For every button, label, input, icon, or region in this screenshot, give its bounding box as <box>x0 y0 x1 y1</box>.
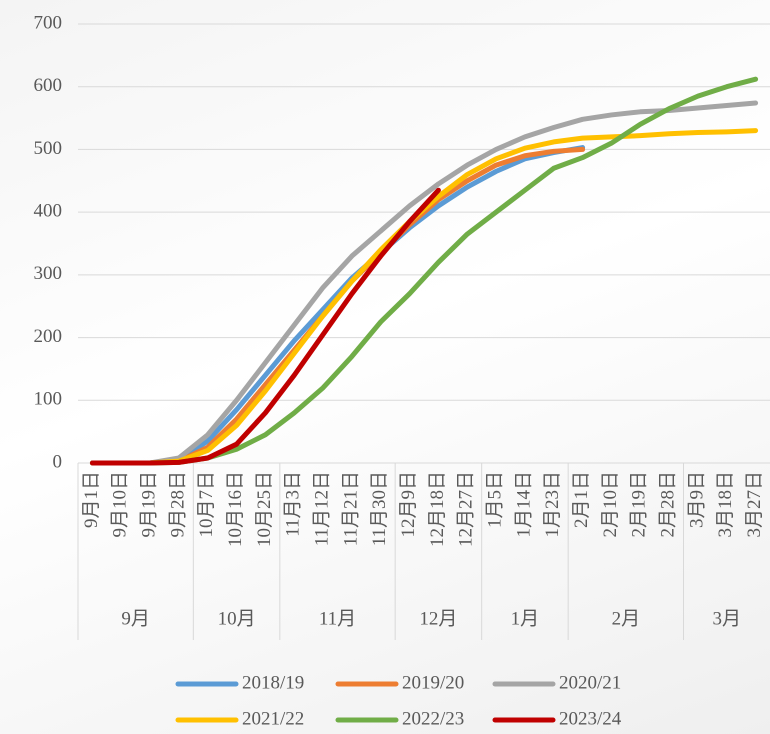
x-tick-label: 10月25日 <box>254 471 275 547</box>
x-tick-label: 11月12日 <box>311 471 332 546</box>
x-tick-label: 9月1日 <box>81 471 102 528</box>
x-tick-label: 1月14日 <box>513 471 534 538</box>
legend-label: 2020/21 <box>559 672 621 693</box>
month-label: 10月 <box>218 608 256 629</box>
month-label: 11月 <box>319 608 356 629</box>
legend-label: 2022/23 <box>402 708 464 729</box>
y-tick-label: 400 <box>34 201 63 222</box>
y-tick-label: 500 <box>34 138 63 159</box>
x-tick-label: 1月23日 <box>542 471 563 538</box>
x-tick-label: 11月3日 <box>283 471 304 537</box>
x-tick-label: 9月28日 <box>167 471 188 538</box>
x-tick-label: 3月9日 <box>686 471 707 528</box>
legend-label: 2023/24 <box>559 708 622 729</box>
x-tick-label: 3月27日 <box>744 471 765 538</box>
legend-label: 2019/20 <box>402 672 464 693</box>
legend-label: 2021/22 <box>242 708 304 729</box>
month-label: 9月 <box>121 608 150 629</box>
x-tick-label: 2月19日 <box>629 471 650 538</box>
x-tick-label: 9月10日 <box>110 471 131 538</box>
legend-label: 2018/19 <box>242 672 304 693</box>
x-tick-label: 1月5日 <box>484 471 505 528</box>
x-tick-label: 12月27日 <box>456 471 477 547</box>
series-line <box>89 146 586 466</box>
x-tick-label: 3月18日 <box>715 471 736 538</box>
y-tick-label: 600 <box>34 75 63 96</box>
y-tick-label: 700 <box>34 12 63 33</box>
x-tick-label: 12月18日 <box>427 471 448 547</box>
x-tick-label: 2月10日 <box>600 471 621 538</box>
series-line <box>89 187 441 466</box>
series-line <box>89 128 759 466</box>
month-label: 2月 <box>612 608 641 629</box>
x-tick-label: 2月28日 <box>657 471 678 538</box>
x-tick-label: 12月9日 <box>398 471 419 538</box>
x-tick-label: 10月7日 <box>196 471 217 538</box>
month-label: 12月 <box>419 608 457 629</box>
y-tick-label: 200 <box>34 326 63 347</box>
series-line <box>89 100 759 466</box>
month-label: 3月 <box>712 608 741 629</box>
series-line <box>89 145 586 466</box>
x-tick-label: 9月19日 <box>138 471 159 538</box>
y-tick-label: 0 <box>53 451 63 472</box>
x-tick-label: 11月30日 <box>369 471 390 546</box>
y-tick-label: 300 <box>34 263 63 284</box>
x-tick-label: 10月16日 <box>225 471 246 547</box>
x-tick-label: 2月1日 <box>571 471 592 528</box>
month-label: 1月 <box>511 608 540 629</box>
y-tick-label: 100 <box>34 389 63 410</box>
x-tick-label: 11月21日 <box>340 471 361 546</box>
